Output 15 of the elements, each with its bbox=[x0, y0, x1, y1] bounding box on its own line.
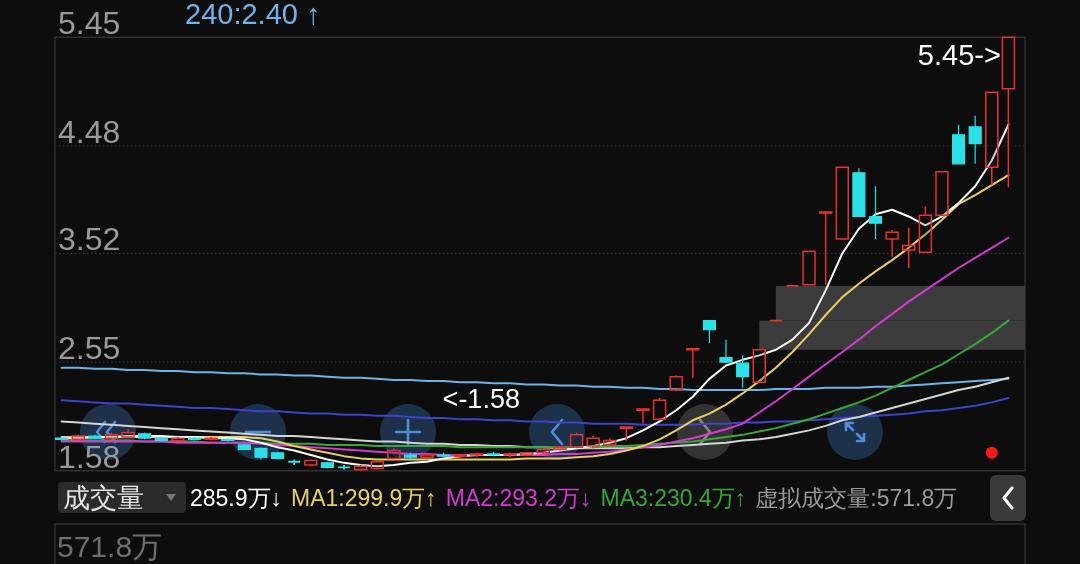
y-tick-label: 4.48 bbox=[58, 113, 121, 150]
text: 240:2.40 ↑ bbox=[185, 0, 321, 30]
text: 571.8万 bbox=[57, 529, 163, 563]
y-tick-label: 5.45 bbox=[58, 5, 121, 42]
annotation: 5.45-> bbox=[917, 39, 1001, 72]
text: MA1:299.9万↑ bbox=[291, 485, 437, 511]
annotation: <-1.58 bbox=[442, 383, 520, 414]
text: MA3:230.4万↑ bbox=[600, 485, 747, 511]
y-tick-label: 3.52 bbox=[58, 221, 121, 258]
y-tick-label: 2.55 bbox=[58, 330, 121, 367]
text: MA2:293.2万↓ bbox=[445, 485, 592, 511]
text: 285.9万↓ bbox=[190, 485, 283, 511]
y-tick-label: 1.58 bbox=[58, 438, 121, 475]
text: 虚拟成交量:571.8万 bbox=[755, 485, 958, 511]
text: 成交量 bbox=[63, 483, 144, 513]
